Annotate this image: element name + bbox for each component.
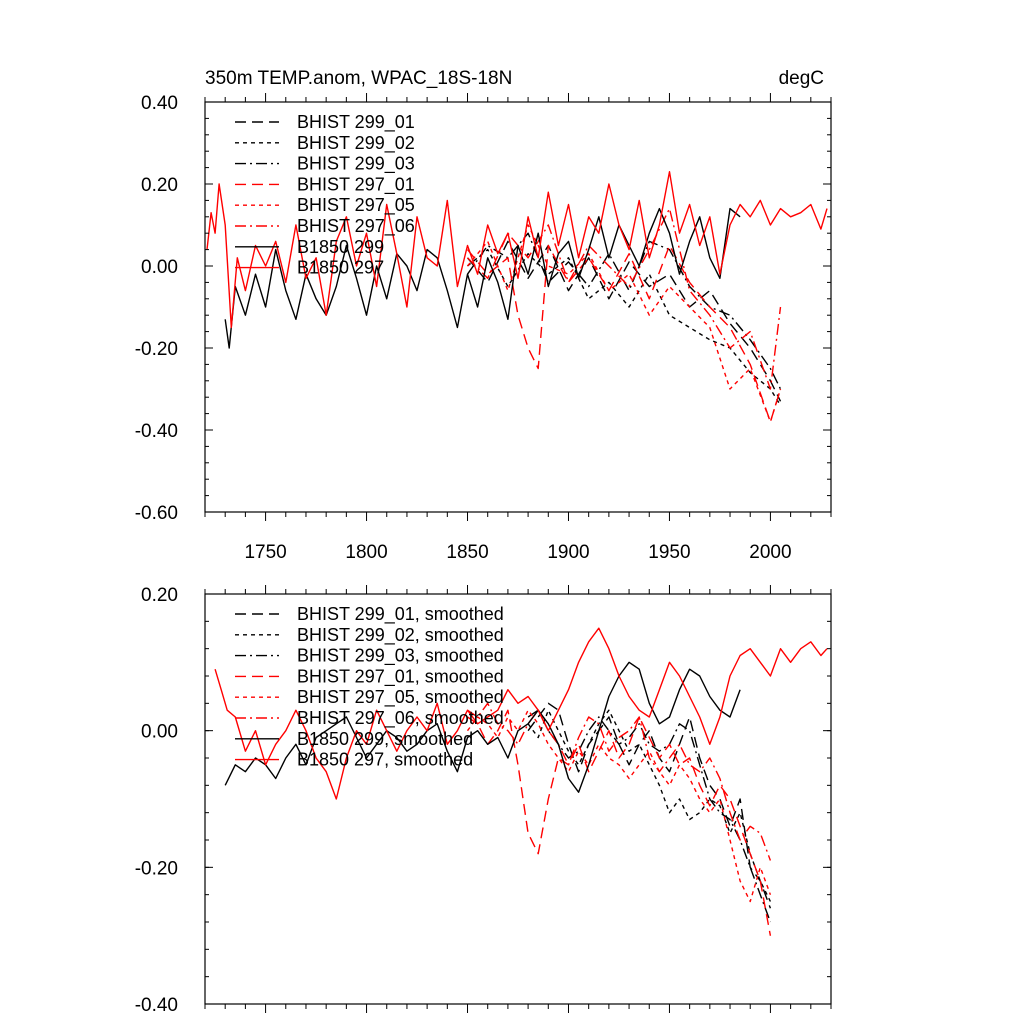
top-legend-label: B1850 297 <box>297 258 384 278</box>
top-ytick-label: -0.20 <box>135 339 178 360</box>
bottom-legend-label: B1850 299, smoothed <box>297 729 473 749</box>
bottom-series-group <box>214 627 828 936</box>
bottom-ytick-label: 0.20 <box>141 585 178 606</box>
top-legend-label: B1850 299 <box>297 237 384 257</box>
bottom-series-bhist-299-02-smoothed <box>527 709 772 902</box>
top-xtick-label: 1850 <box>446 542 488 563</box>
bottom-panel: -0.40 -0.20 0.00 0.20 BHIST 299_01, smoothe… <box>135 585 832 1016</box>
top-xtick-label: 1800 <box>345 542 387 563</box>
bottom-ytick-label: -0.20 <box>135 858 178 879</box>
bottom-series-bhist-297-05-smoothed <box>466 709 772 903</box>
top-legend-label: BHIST 297_06 <box>297 216 415 237</box>
bottom-legend-label: BHIST 299_03, smoothed <box>297 646 504 667</box>
top-panel: 350m TEMP.anom, WPAC_18S-18N degC -0.60-… <box>135 68 832 563</box>
top-xtick-label: 1900 <box>547 542 589 563</box>
top-ytick-label: 0.00 <box>141 257 178 278</box>
bottom-series-bhist-299-01-smoothed <box>527 702 772 909</box>
top-xtick-label: 1750 <box>244 542 286 563</box>
top-series-bhist-299-03 <box>466 232 782 390</box>
bottom-legend-label: BHIST 297_06, smoothed <box>297 708 504 729</box>
top-series-bhist-297-01 <box>466 244 782 423</box>
top-series-bhist-299-01 <box>466 240 782 402</box>
top-ytick-label: 0.20 <box>141 175 178 196</box>
bottom-ytick-label: -0.40 <box>135 995 178 1016</box>
top-series-b1850-299 <box>224 207 741 349</box>
bottom-legend-label: B1850 297, smoothed <box>297 750 473 770</box>
top-axes-group: -0.60 -0.40 -0.20 0.00 0.20 0.40 1750 1800 1850 1… <box>135 93 832 563</box>
bottom-series-bhist-297-06-smoothed <box>467 702 772 861</box>
top-series-bhist-299-02 <box>467 248 782 406</box>
bottom-legend-label: BHIST 299_01, smoothed <box>297 604 504 625</box>
top-plot-frame <box>204 101 832 513</box>
bottom-ytick-label: 0.00 <box>141 722 178 743</box>
top-legend-label: BHIST 299_03 <box>297 154 415 175</box>
bottom-legend-label: BHIST 297_05, smoothed <box>297 687 504 708</box>
top-series-bhist-297-05 <box>466 224 782 423</box>
top-panel-units: degC <box>779 68 824 89</box>
bottom-series-bhist-299-03-smoothed <box>527 709 772 923</box>
top-series-bhist-297-06 <box>467 207 782 390</box>
top-legend-label: BHIST 299_02 <box>297 133 415 154</box>
top-legend-label: BHIST 299_01 <box>297 112 415 133</box>
bottom-series-b1850-297-smoothed <box>214 627 828 800</box>
top-xtick-label: 1950 <box>648 542 690 563</box>
bottom-legend-label: BHIST 299_02, smoothed <box>297 625 504 646</box>
top-series-b1850-297 <box>206 170 828 329</box>
top-series-group <box>206 170 828 423</box>
bottom-legend-label: BHIST 297_01, smoothed <box>297 666 504 687</box>
top-panel-title: 350m TEMP.anom, WPAC_18S-18N <box>205 68 512 89</box>
bottom-series-b1850-299-smoothed <box>224 661 741 793</box>
top-ytick-label: 0.40 <box>141 93 178 114</box>
top-ytick-label: -0.40 <box>135 421 178 442</box>
top-legend-label: BHIST 297_01 <box>297 174 415 195</box>
bottom-plot-frame <box>204 593 832 1005</box>
top-xtick-label: 2000 <box>749 542 791 563</box>
bottom-series-bhist-297-01-smoothed <box>467 709 772 936</box>
top-ytick-label: -0.60 <box>135 503 178 524</box>
top-legend-label: BHIST 297_05 <box>297 195 415 216</box>
